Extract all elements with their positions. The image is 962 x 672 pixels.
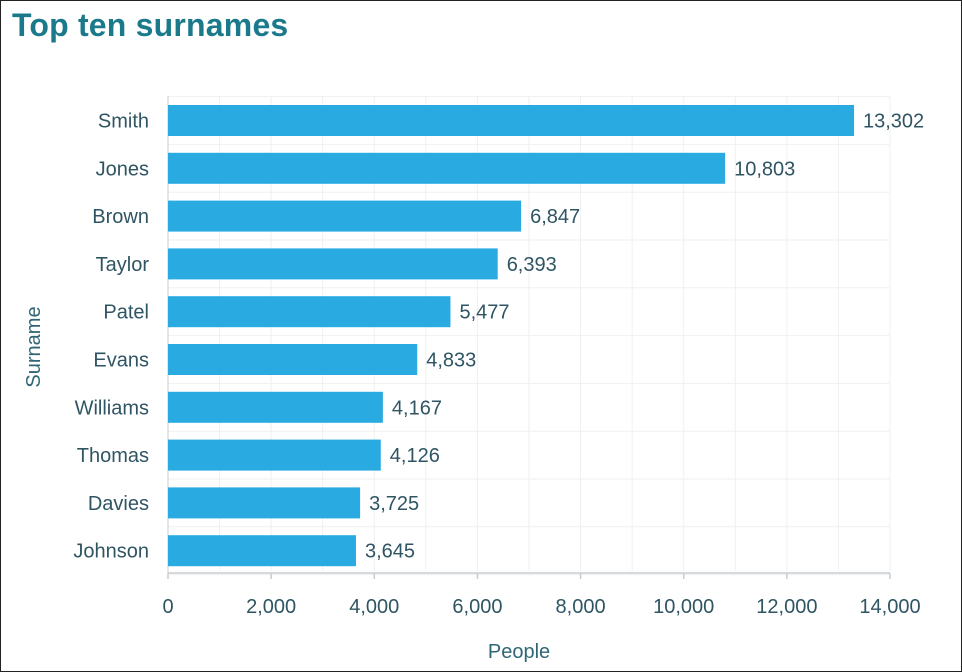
y-axis-title: Surname (23, 306, 45, 387)
value-label: 4,126 (390, 445, 440, 467)
bar-jones (168, 152, 726, 184)
x-tick-label: 8,000 (556, 596, 606, 618)
x-tick-label: 0 (162, 596, 173, 618)
bar-evans (168, 344, 418, 375)
value-label: 13,302 (863, 111, 924, 133)
bar-brown (168, 200, 522, 232)
x-tick-label: 6,000 (452, 596, 502, 618)
value-label: 6,847 (530, 206, 580, 228)
bar-thomas (168, 439, 381, 471)
x-tick-label: 2,000 (246, 596, 296, 618)
value-label: 4,833 (426, 350, 476, 372)
bars (168, 105, 855, 567)
category-label: Williams (75, 397, 149, 419)
category-label: Thomas (77, 445, 149, 467)
category-label: Jones (96, 158, 149, 180)
category-label: Davies (88, 493, 149, 515)
x-tick-label: 4,000 (349, 596, 399, 618)
chart-title: Top ten surnames (12, 7, 289, 43)
x-tick-label: 14,000 (859, 596, 920, 618)
bar-johnson (168, 535, 356, 567)
bar-davies (168, 487, 361, 519)
category-label: Johnson (73, 541, 149, 563)
bar-patel (168, 296, 451, 328)
labels: 0 2,000 4,000 6,000 8,000 10,000 12,000 14,000 S… (73, 111, 924, 619)
category-label: Evans (93, 350, 149, 372)
value-label: 5,477 (459, 302, 509, 324)
value-label: 3,725 (369, 493, 419, 515)
category-label: Smith (98, 111, 149, 133)
category-label: Patel (103, 302, 149, 324)
bar-smith (168, 105, 855, 136)
x-tick-label: 10,000 (653, 596, 714, 618)
category-label: Brown (92, 206, 149, 228)
value-label: 3,645 (365, 541, 415, 563)
x-axis-title: People (488, 641, 550, 663)
value-label: 4,167 (392, 397, 442, 419)
category-label: Taylor (96, 254, 150, 276)
bar-taylor (168, 248, 498, 280)
value-label: 10,803 (734, 158, 795, 180)
bar-williams (168, 391, 383, 423)
value-label: 6,393 (507, 254, 557, 276)
x-tick-label: 12,000 (756, 596, 817, 618)
